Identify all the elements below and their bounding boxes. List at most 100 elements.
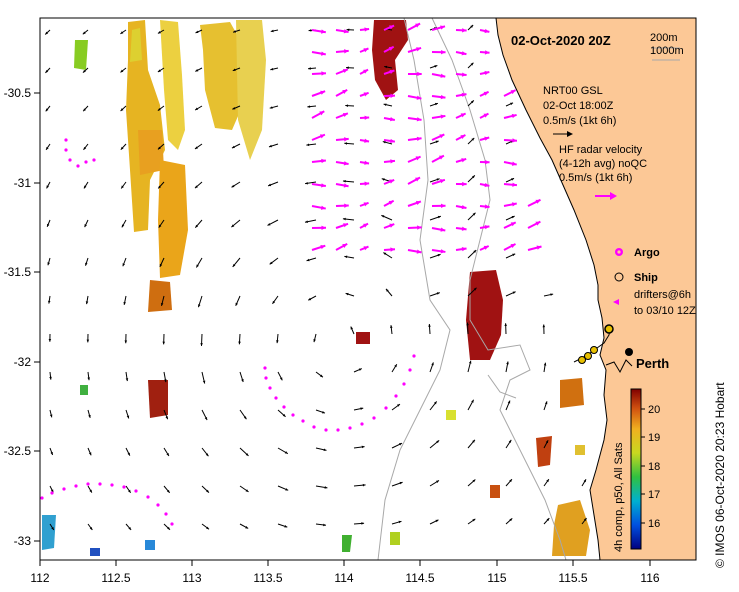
model-vector-head [510, 102, 514, 106]
drifter-tracks [40, 138, 416, 526]
model-vector-head [468, 360, 472, 364]
model-vector-head [166, 453, 169, 457]
radar-scale-arrow [595, 192, 617, 200]
model-vector-head [45, 31, 49, 35]
model-vector-head [543, 362, 547, 366]
drifter-track-south [40, 482, 174, 526]
radar-vector-head [440, 50, 446, 55]
argo-label: Argo [634, 247, 660, 259]
model-vector-head [51, 527, 54, 530]
radar-vector-head [389, 223, 395, 228]
model-vector-head [268, 183, 272, 187]
y-axis: -30.5 -31 -31.5 -32 -32.5 -33 [4, 86, 40, 548]
hf-radar-vectors [311, 22, 542, 254]
model-vector-head [270, 67, 274, 71]
model-vector-head [232, 68, 236, 71]
model-vector-head [358, 368, 362, 371]
model-vector-head [268, 144, 272, 148]
model-vector-head [396, 404, 400, 407]
radar-vector-head [484, 50, 490, 55]
radar-vector-head [344, 203, 349, 208]
isobath-200m-label: 200m [650, 32, 678, 44]
model-vector-head [46, 185, 49, 189]
model-vector-head [436, 292, 440, 295]
model-vector-head [231, 184, 235, 188]
radar-vector-head [344, 137, 349, 142]
model-vector-head [308, 67, 311, 70]
model-vector-head [346, 28, 350, 32]
model-vector-head [158, 224, 162, 228]
radar-vector-head [461, 205, 467, 210]
radar-legend-line-3: 0.5m/s (1kt 6h) [559, 172, 632, 184]
radar-vector-head [343, 183, 349, 188]
model-vector-head [434, 65, 438, 68]
radar-vector-head [439, 134, 445, 139]
radar-vector-head [438, 155, 444, 160]
model-vector-head [235, 302, 238, 306]
model-vector-head [321, 410, 325, 414]
model-vector-head [433, 401, 437, 405]
model-vector-head [398, 520, 402, 524]
drifter-track-north [64, 138, 96, 168]
model-vector-head [48, 338, 52, 342]
model-vector-head [471, 137, 475, 141]
model-legend-line-3: 0.5m/s (1kt 6h) [543, 115, 616, 127]
model-vector-head [394, 364, 397, 368]
model-vector-head [279, 377, 283, 381]
radar-vector-head [363, 92, 369, 97]
model-vector-head [233, 30, 237, 33]
model-vector-head [159, 263, 163, 267]
model-vector-head [470, 25, 474, 28]
radar-vector-head [461, 247, 467, 252]
model-vector-head [85, 262, 88, 266]
drifter-legend-marker [613, 299, 619, 305]
radar-vector-head [343, 223, 349, 228]
model-vector-head [471, 175, 475, 179]
model-vector-head [46, 223, 50, 227]
drifter-legend-line-1: drifters@6h [634, 289, 691, 301]
radar-vector-head [389, 25, 395, 30]
radar-vector-head [319, 111, 325, 116]
radar-vector-head [512, 182, 517, 187]
radar-vector-head [364, 27, 370, 32]
model-vector-head [428, 324, 431, 327]
model-vector-head [83, 185, 87, 189]
radar-vector-head [510, 90, 516, 95]
radar-vector-head [363, 69, 369, 74]
model-current-vectors [44, 24, 587, 531]
radar-vector-head [440, 25, 446, 30]
colorbar-caption: 4h comp, p50, All Sats [613, 442, 625, 552]
model-vector-head [195, 30, 199, 33]
colorbar-tick-label: 16 [648, 518, 660, 530]
model-vector-head [472, 518, 476, 522]
model-vector-head [205, 453, 209, 457]
radar-vector-head [415, 156, 421, 161]
radar-vector-head [389, 69, 395, 74]
model-vector-head [472, 212, 476, 216]
drifter-legend-line-2: to 03/10 12Z [634, 305, 696, 317]
model-vector-head [472, 439, 475, 443]
model-vector-head [285, 488, 289, 491]
model-vector-head [50, 451, 53, 455]
model-vector-head [507, 400, 511, 404]
model-vector-head [245, 453, 249, 456]
model-vector-head [323, 523, 326, 527]
radar-vector-head [415, 177, 421, 182]
model-vector-head [399, 481, 403, 485]
radar-vector-head [511, 202, 517, 207]
radar-vector-head [416, 249, 422, 254]
y-tick-label: -31 [14, 176, 32, 190]
model-vector-head [157, 107, 161, 111]
model-vector-head [88, 452, 92, 456]
radar-vector-head [439, 179, 445, 184]
plot-frame [39, 17, 697, 561]
model-vector-head [198, 304, 201, 308]
model-vector-head [466, 322, 469, 326]
radar-vector-head [484, 204, 490, 209]
model-vector-head [86, 339, 90, 343]
model-vector-head [382, 140, 386, 144]
model-vector-head [509, 479, 512, 483]
radar-vector-head [535, 221, 541, 226]
colorbar-ticks: 20 19 18 17 16 [641, 404, 660, 530]
radar-vector-head [343, 161, 349, 166]
